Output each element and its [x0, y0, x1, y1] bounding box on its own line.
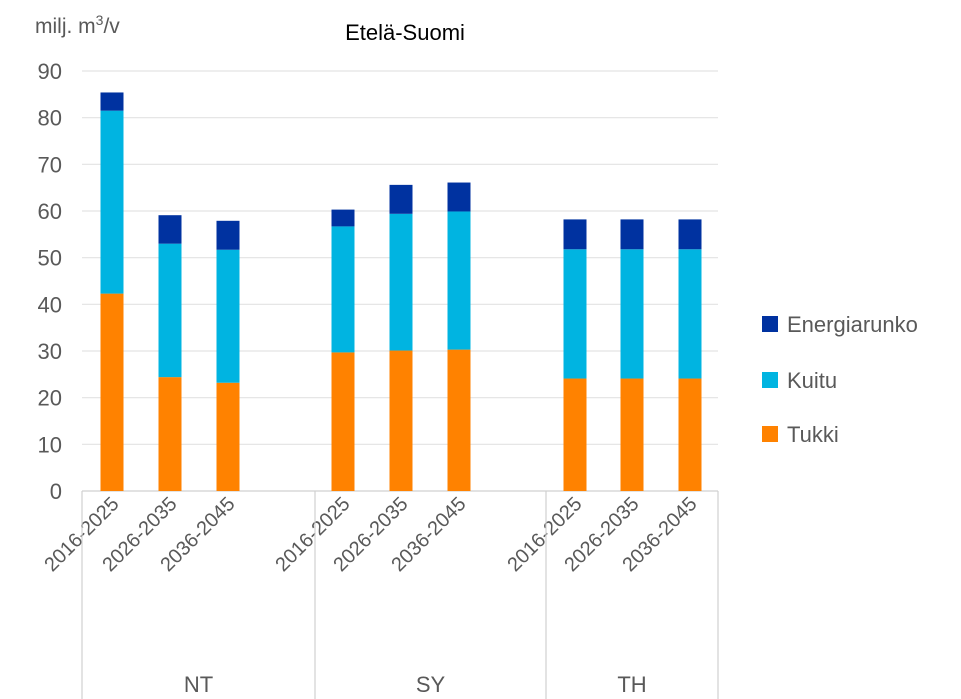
- bar-tukki-nt-2016-2025: [100, 293, 124, 491]
- legend-swatch: [762, 426, 778, 442]
- y-tick-label: 0: [50, 479, 62, 504]
- bar-tukki-sy-2016-2025: [331, 352, 355, 491]
- legend-label: Kuitu: [787, 368, 837, 393]
- y-tick-label: 10: [38, 432, 62, 457]
- bar-tukki-th-2026-2035: [620, 378, 644, 491]
- bar-energiarunko-sy-2016-2025: [331, 209, 355, 227]
- legend-swatch: [762, 316, 778, 332]
- bar-kuitu-nt-2016-2025: [100, 110, 124, 294]
- legend-label: Energiarunko: [787, 312, 918, 337]
- y-tick-label: 50: [38, 246, 62, 271]
- chart-title: Etelä-Suomi: [345, 20, 465, 45]
- bar-kuitu-th-2016-2025: [563, 249, 587, 379]
- bar-energiarunko-nt-2026-2035: [158, 215, 182, 244]
- bar-energiarunko-th-2036-2045: [678, 219, 702, 250]
- bar-kuitu-sy-2026-2035: [389, 213, 413, 351]
- x-axis: 2016-20252026-20352036-2045NT2016-202520…: [40, 491, 719, 699]
- bar-energiarunko-sy-2036-2045: [447, 182, 471, 212]
- x-group-label: TH: [617, 672, 646, 697]
- bar-kuitu-nt-2036-2045: [216, 249, 240, 383]
- bar-tukki-th-2016-2025: [563, 378, 587, 491]
- bar-kuitu-th-2036-2045: [678, 249, 702, 379]
- bar-energiarunko-nt-2036-2045: [216, 220, 240, 250]
- bar-tukki-sy-2036-2045: [447, 349, 471, 491]
- bar-kuitu-sy-2036-2045: [447, 211, 471, 350]
- y-axis-ticks: 0 10 20 30 40 50 60 70 80 90: [38, 59, 62, 504]
- y-tick-label: 90: [38, 59, 62, 84]
- y-tick-label: 40: [38, 292, 62, 317]
- bar-energiarunko-nt-2016-2025: [100, 92, 124, 111]
- y-axis-unit: milj. m3/v: [35, 12, 120, 38]
- bar-energiarunko-sy-2026-2035: [389, 184, 413, 214]
- bar-energiarunko-th-2016-2025: [563, 219, 587, 250]
- bar-tukki-sy-2026-2035: [389, 350, 413, 491]
- y-tick-label: 60: [38, 199, 62, 224]
- bar-kuitu-sy-2016-2025: [331, 226, 355, 353]
- y-tick-label: 20: [38, 386, 62, 411]
- x-group-label: NT: [184, 672, 213, 697]
- legend-label: Tukki: [787, 422, 839, 447]
- bar-tukki-nt-2026-2035: [158, 377, 182, 491]
- bar-kuitu-th-2026-2035: [620, 249, 644, 379]
- bar-energiarunko-th-2026-2035: [620, 219, 644, 250]
- bar-tukki-th-2036-2045: [678, 378, 702, 491]
- legend: Energiarunko Kuitu Tukki: [762, 312, 918, 447]
- y-tick-label: 70: [38, 152, 62, 177]
- bar-tukki-nt-2036-2045: [216, 382, 240, 491]
- bar-kuitu-nt-2026-2035: [158, 243, 182, 378]
- y-tick-label: 30: [38, 339, 62, 364]
- bars: [100, 92, 702, 491]
- legend-swatch: [762, 372, 778, 388]
- x-group-label: SY: [416, 672, 446, 697]
- y-tick-label: 80: [38, 106, 62, 131]
